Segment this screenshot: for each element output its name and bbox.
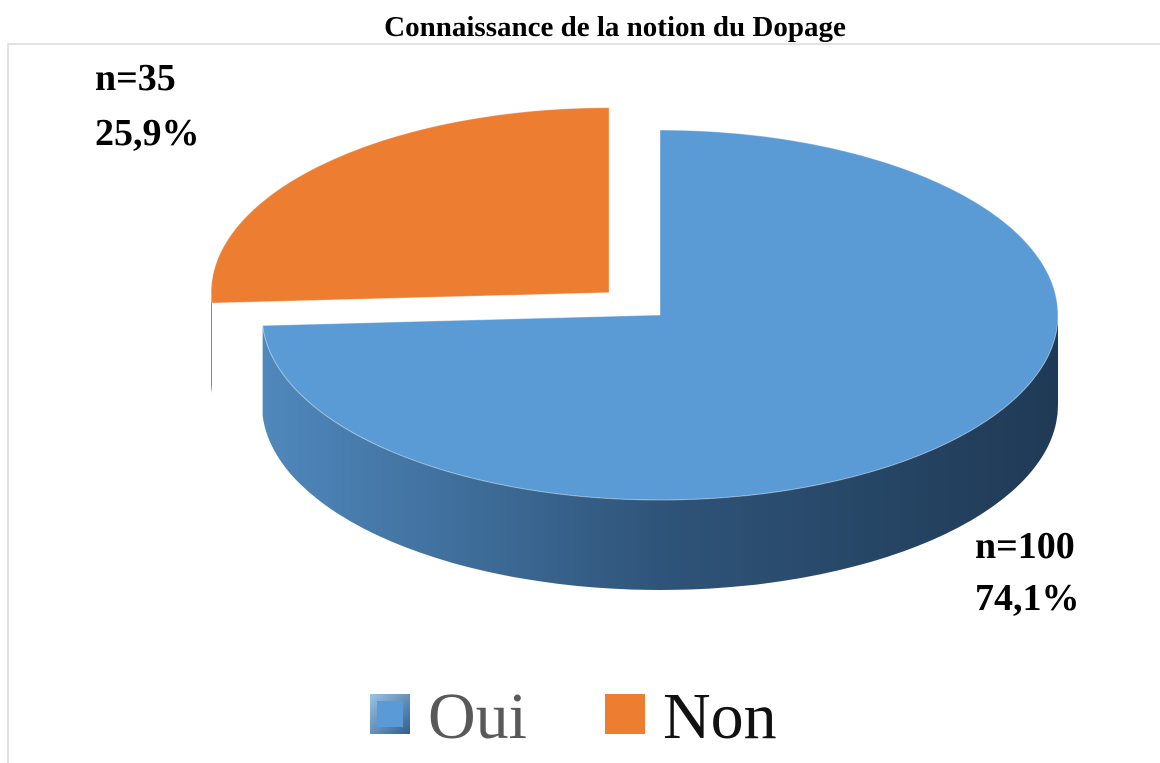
count-label: n=100 — [975, 525, 1075, 567]
value-label: 25,9% — [95, 112, 200, 154]
frame — [7, 43, 1160, 763]
chart-title: Connaissance de la notion du Dopage — [384, 11, 846, 43]
slice-side — [211, 292, 212, 394]
legend-label: Non — [663, 680, 777, 753]
legend-swatch-inner — [377, 701, 403, 727]
legend-label: Oui — [428, 680, 527, 753]
slice — [262, 129, 1059, 501]
count-label: n=35 — [95, 57, 176, 99]
value-label: 74,1% — [975, 577, 1080, 619]
slice — [210, 107, 610, 304]
legend-swatch — [605, 694, 645, 734]
slice-side — [262, 315, 1058, 590]
